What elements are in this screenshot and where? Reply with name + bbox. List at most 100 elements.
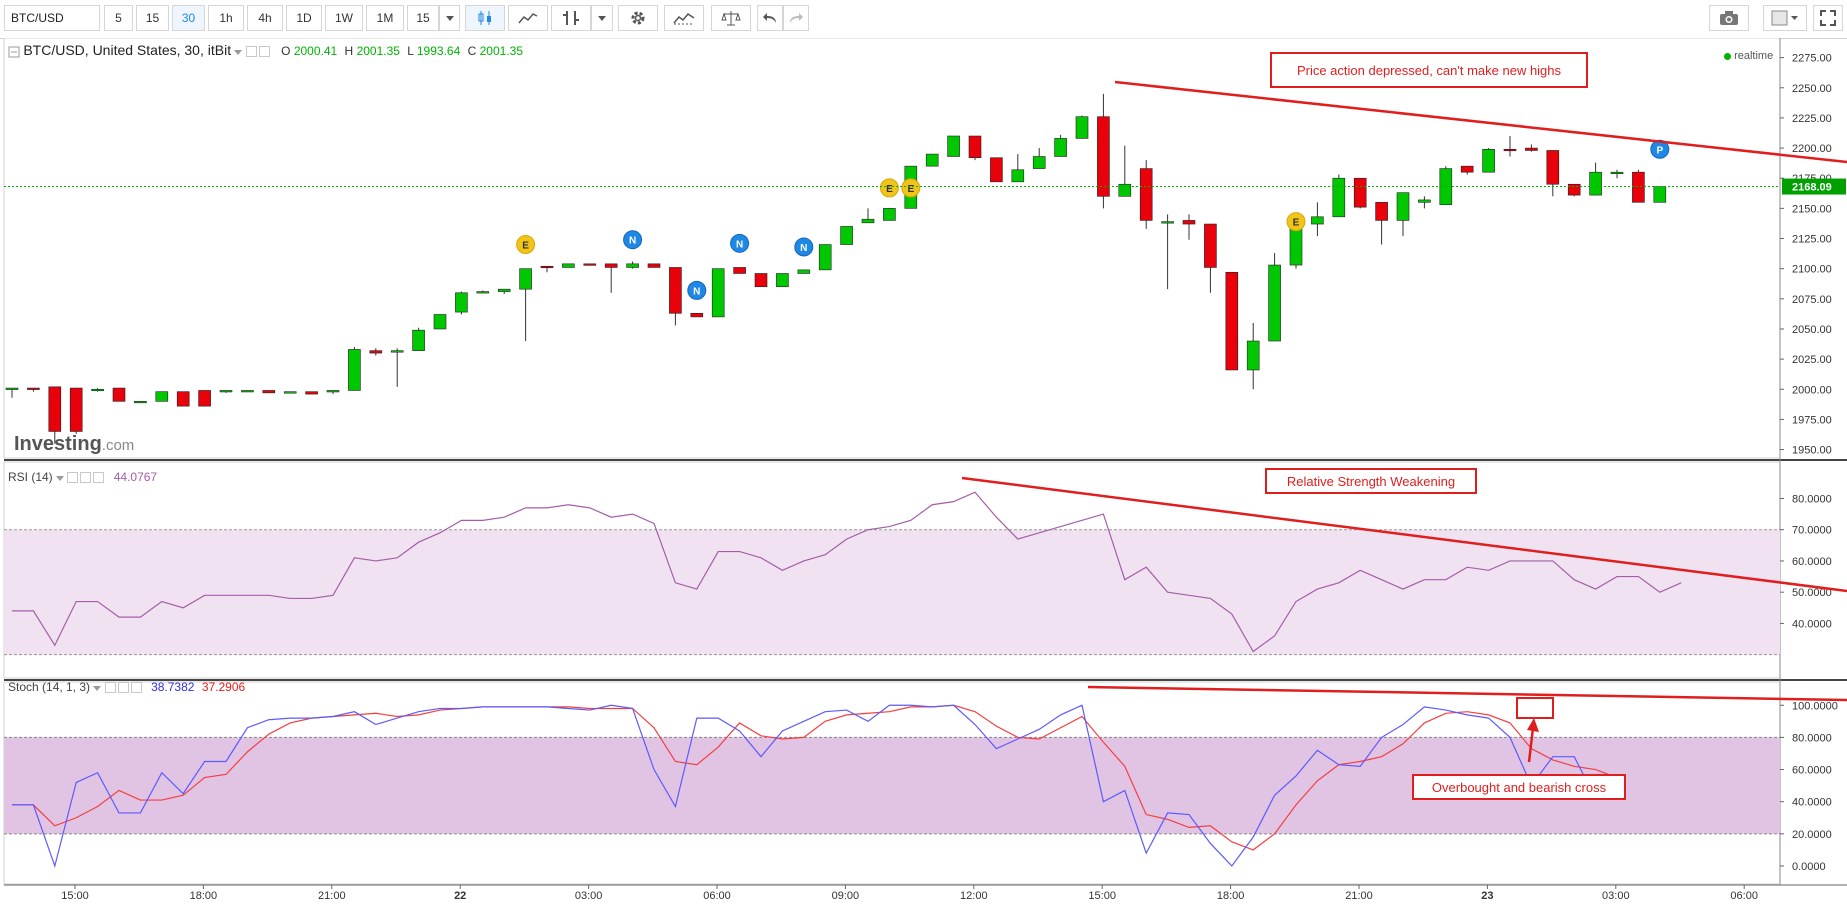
chart-area[interactable]: 2275.002250.002225.002200.002175.002150.…: [0, 37, 1847, 905]
brand-logo: Investing.com: [14, 433, 134, 455]
price-tick-label: 2225.00: [1792, 113, 1832, 125]
realtime-dot-icon: [1724, 52, 1731, 60]
stoch-tick-label: 60.0000: [1792, 765, 1832, 777]
fullscreen-button[interactable]: [1813, 5, 1843, 31]
candle-body: [947, 135, 960, 157]
event-marker-e-icon: [879, 178, 899, 198]
candle-body: [1118, 183, 1132, 197]
stoch-close-icon[interactable]: [130, 682, 142, 694]
undo-button[interactable]: [757, 5, 783, 31]
interval-1d-button[interactable]: 1D: [286, 5, 322, 31]
collapse-icon[interactable]: [8, 46, 20, 58]
event-marker-label: P: [1656, 145, 1663, 156]
time-tick-label: 15:00: [1088, 890, 1116, 902]
redo-icon: [790, 13, 803, 23]
time-tick-label: 09:00: [832, 890, 860, 902]
low-value: 1993.64: [416, 44, 461, 58]
event-marker-label: N: [629, 236, 636, 247]
interval-1w-button[interactable]: 1W: [325, 5, 363, 31]
chevron-down-icon[interactable]: [234, 50, 243, 55]
candle-body: [497, 288, 511, 292]
chevron-down-icon[interactable]: [56, 476, 65, 481]
interval-1m-button[interactable]: 1M: [366, 5, 404, 31]
bar-style-button[interactable]: [551, 5, 591, 31]
candle-body: [433, 314, 447, 330]
price-tick-label: 2250.00: [1792, 83, 1832, 95]
interval-15-button[interactable]: 15: [136, 5, 169, 31]
price-tick-label: 1950.00: [1792, 445, 1832, 457]
interval-5-button[interactable]: 5: [104, 5, 133, 31]
candle-body: [840, 226, 853, 245]
interval-custom-button[interactable]: 15: [407, 5, 439, 31]
symbol-input[interactable]: [4, 5, 100, 31]
price-tick-label: 1975.00: [1792, 414, 1832, 426]
rsi-visibility-icon[interactable]: [67, 472, 79, 484]
candle-body: [1503, 148, 1517, 152]
price-tick-label: 2000.00: [1792, 384, 1832, 396]
price-axis: 2275.002250.002225.002200.002175.002150.…: [1780, 53, 1832, 457]
time-tick-label: 06:00: [1730, 890, 1758, 902]
redo-button[interactable]: [783, 5, 809, 31]
indicators-button[interactable]: [664, 5, 704, 31]
chart-type-button[interactable]: [465, 5, 505, 31]
candle-body: [1032, 156, 1046, 169]
rsi-settings-icon[interactable]: [80, 472, 92, 484]
candle-body: [390, 350, 404, 353]
time-tick-label: 03:00: [1602, 890, 1630, 902]
last-price: 2168.09: [4, 178, 1846, 195]
stoch-trendline: [1087, 685, 1847, 702]
settings-button[interactable]: [618, 5, 658, 31]
stoch-tick-label: 100.0000: [1792, 700, 1838, 712]
chevron-down-icon[interactable]: [93, 686, 102, 691]
candle-body: [626, 263, 639, 268]
stoch-axis: 100.0000 80.0000 60.0000 40.0000 20.0000 0.00…: [1780, 700, 1838, 873]
line-chart-button[interactable]: [508, 5, 548, 31]
rsi-legend: RSI (14) 44.0767: [8, 470, 157, 484]
chart-type-dropdown[interactable]: [591, 5, 613, 31]
candle-body: [134, 401, 147, 404]
candle-body: [1332, 177, 1346, 218]
interval-4h-button[interactable]: 4h: [247, 5, 283, 31]
event-marker-n-icon: [794, 237, 814, 257]
layout-button[interactable]: [1763, 5, 1807, 31]
trendlines: [961, 80, 1847, 763]
low-label: L: [407, 44, 414, 58]
candle-body: [283, 391, 297, 394]
price-tick-label: 2275.00: [1792, 53, 1832, 65]
candle-body: [690, 312, 704, 318]
compare-button[interactable]: [711, 5, 751, 31]
realtime-indicator: realtime: [1724, 50, 1773, 62]
legend-visibility-icon[interactable]: [245, 46, 257, 58]
chart-canvas[interactable]: 2275.002250.002225.002200.002175.002150.…: [0, 37, 1847, 905]
price-tick-label: 2075.00: [1792, 294, 1832, 306]
candle-body: [1375, 202, 1388, 221]
candle-body: [476, 291, 490, 294]
ohlc-bars-icon: [563, 11, 579, 25]
interval-1h-button[interactable]: 1h: [208, 5, 244, 31]
rsi-close-icon[interactable]: [93, 472, 105, 484]
candle-body: [69, 387, 83, 432]
interval-30-button[interactable]: 30: [172, 5, 205, 31]
stoch-visibility-icon[interactable]: [104, 682, 116, 694]
rsi-tick-label: 50.0000: [1792, 587, 1832, 599]
candle-body: [155, 391, 169, 402]
time-tick-label: 22: [454, 890, 466, 902]
candle-body: [1460, 165, 1474, 173]
rsi-title: RSI (14): [8, 470, 53, 484]
open-value: 2000.41: [293, 44, 338, 58]
candle-body: [1182, 220, 1196, 225]
candle-body: [1075, 116, 1089, 139]
gear-icon: [631, 11, 645, 25]
candle-body: [669, 267, 682, 314]
candle-body: [219, 390, 233, 393]
candle-body: [968, 135, 982, 159]
candle-body: [1204, 223, 1217, 268]
snapshot-button[interactable]: [1709, 5, 1749, 31]
price-tick-label: 2150.00: [1792, 203, 1832, 215]
candle-body: [861, 218, 875, 224]
rsi-line: [12, 491, 1682, 653]
legend-settings-icon[interactable]: [258, 46, 270, 58]
event-marker-e-icon: [516, 235, 536, 255]
interval-dropdown[interactable]: [439, 5, 460, 31]
stoch-settings-icon[interactable]: [117, 682, 129, 694]
